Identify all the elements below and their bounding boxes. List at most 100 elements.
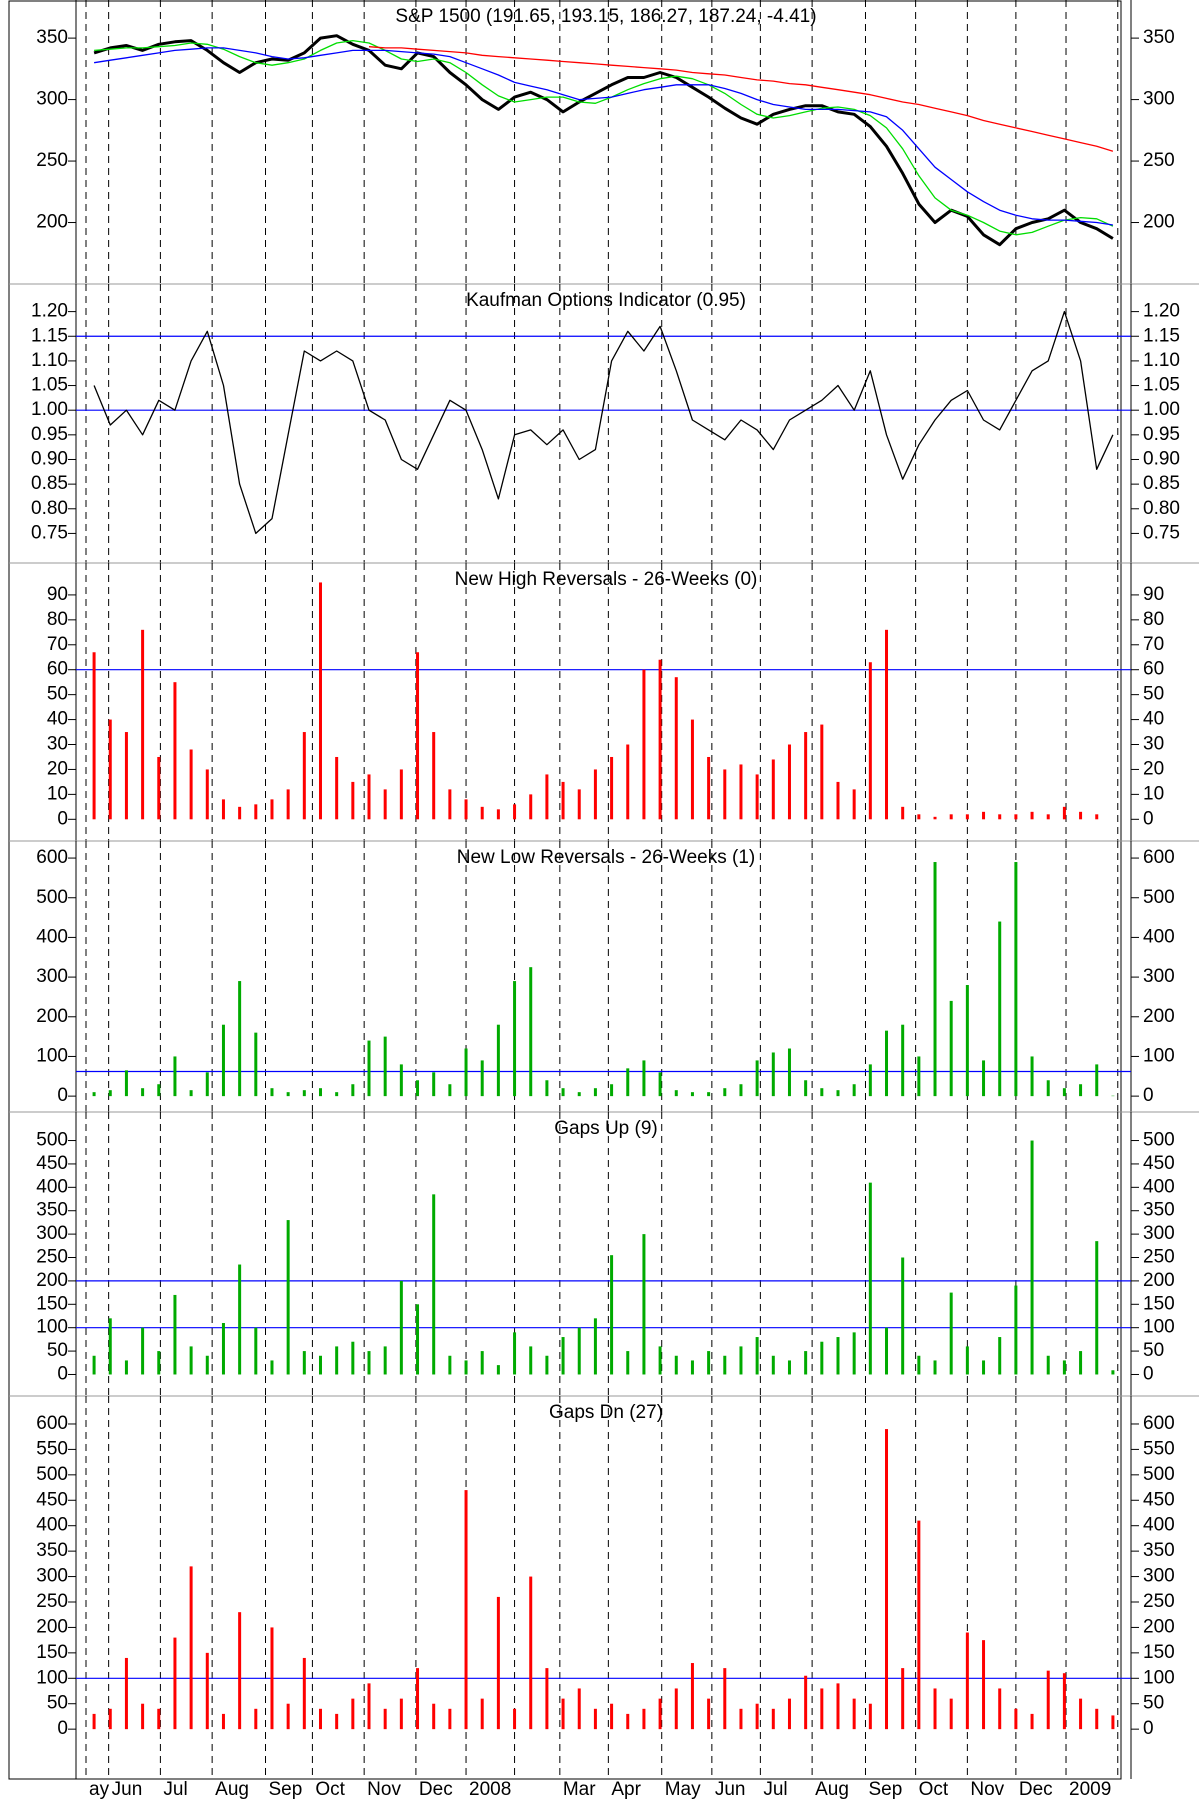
y2-tick-label: 40 xyxy=(1143,709,1164,730)
bar xyxy=(318,1708,322,1730)
bar xyxy=(238,1264,242,1375)
y2-tick-label: 200 xyxy=(1143,1616,1175,1637)
y-tick-label: 50 xyxy=(47,1340,68,1361)
bar xyxy=(141,1327,145,1375)
bar xyxy=(658,1698,662,1730)
bar xyxy=(561,781,565,820)
bar xyxy=(238,981,242,1097)
bar xyxy=(529,794,533,820)
bar xyxy=(658,1072,662,1097)
bar xyxy=(302,1351,306,1375)
y-tick-label: 0 xyxy=(57,1718,68,1739)
bar xyxy=(318,582,322,820)
bar xyxy=(868,662,872,820)
bar xyxy=(480,1351,484,1375)
bar xyxy=(351,1698,355,1730)
bar xyxy=(529,1346,533,1375)
y2-tick-label: 100 xyxy=(1143,1317,1175,1338)
bar xyxy=(917,1355,921,1375)
line-series xyxy=(94,39,1114,236)
bar xyxy=(254,804,258,820)
y-tick-label: 0 xyxy=(57,1085,68,1106)
bar xyxy=(690,719,694,820)
bar xyxy=(965,985,969,1097)
bar xyxy=(416,1668,420,1730)
bar xyxy=(998,1337,1002,1375)
bar xyxy=(416,652,420,820)
y2-tick-label: 500 xyxy=(1143,1130,1175,1151)
bar xyxy=(739,1708,743,1730)
bar xyxy=(238,1612,242,1730)
bar xyxy=(642,1060,646,1097)
bar xyxy=(933,1688,937,1730)
y2-tick-label: 300 xyxy=(1143,1223,1175,1244)
y-tick-label: 0.90 xyxy=(31,448,68,469)
bar xyxy=(739,1084,743,1097)
bar xyxy=(432,732,436,820)
bar xyxy=(189,1346,193,1375)
y2-tick-label: 50 xyxy=(1143,1340,1164,1361)
bar xyxy=(254,1327,258,1375)
bar xyxy=(998,1688,1002,1730)
x-tick-label: May xyxy=(665,1779,701,1800)
y-tick-label: 400 xyxy=(36,1515,68,1536)
bar xyxy=(124,1360,128,1375)
bar xyxy=(804,1675,808,1730)
bar xyxy=(351,1341,355,1375)
bar xyxy=(771,1708,775,1730)
bar xyxy=(205,769,209,820)
bar xyxy=(610,1255,614,1375)
y2-tick-label: 1.05 xyxy=(1143,375,1180,396)
bar xyxy=(302,1090,306,1097)
bar xyxy=(270,1088,274,1097)
bar xyxy=(593,769,597,820)
y-tick-label: 500 xyxy=(36,1464,68,1485)
bar xyxy=(464,1360,468,1375)
bar xyxy=(965,1346,969,1375)
y2-tick-label: 10 xyxy=(1143,783,1164,804)
bar xyxy=(173,1056,177,1097)
y-tick-label: 1.00 xyxy=(31,399,68,420)
bar xyxy=(92,1355,96,1375)
bar xyxy=(933,816,937,820)
y2-tick-label: 0.95 xyxy=(1143,424,1180,445)
bar xyxy=(108,1708,112,1730)
y-tick-label: 1.10 xyxy=(31,350,68,371)
bar xyxy=(108,719,112,820)
bar xyxy=(318,1088,322,1097)
bar xyxy=(626,744,630,820)
y2-tick-label: 60 xyxy=(1143,659,1164,680)
bar xyxy=(1062,1360,1066,1375)
bar xyxy=(496,1365,500,1375)
bar xyxy=(545,774,549,820)
bar xyxy=(610,1084,614,1097)
bar xyxy=(92,1092,96,1097)
x-tick-label: Sep xyxy=(868,1779,902,1800)
y2-tick-label: 600 xyxy=(1143,847,1175,868)
bar xyxy=(448,1084,452,1097)
y-tick-label: 50 xyxy=(47,684,68,705)
y2-tick-label: 350 xyxy=(1143,1200,1175,1221)
y2-tick-label: 70 xyxy=(1143,634,1164,655)
y-tick-label: 20 xyxy=(47,758,68,779)
y-tick-label: 250 xyxy=(36,150,68,171)
bar xyxy=(1014,814,1018,820)
bar xyxy=(173,1294,177,1375)
bar xyxy=(1079,1351,1083,1375)
bar xyxy=(221,1323,225,1375)
bar xyxy=(124,1657,128,1730)
y2-tick-label: 150 xyxy=(1143,1293,1175,1314)
bar xyxy=(917,1056,921,1097)
x-tick-label: Apr xyxy=(611,1779,641,1800)
bar xyxy=(626,1713,630,1730)
bar xyxy=(755,1703,759,1730)
bar xyxy=(626,1068,630,1097)
y2-tick-label: 300 xyxy=(1143,1566,1175,1587)
bar xyxy=(836,1683,840,1730)
bar xyxy=(480,1698,484,1730)
bar xyxy=(610,1703,614,1730)
y-tick-label: 200 xyxy=(36,212,68,233)
bar xyxy=(755,774,759,820)
bar xyxy=(998,921,1002,1097)
bar xyxy=(1014,1285,1018,1375)
